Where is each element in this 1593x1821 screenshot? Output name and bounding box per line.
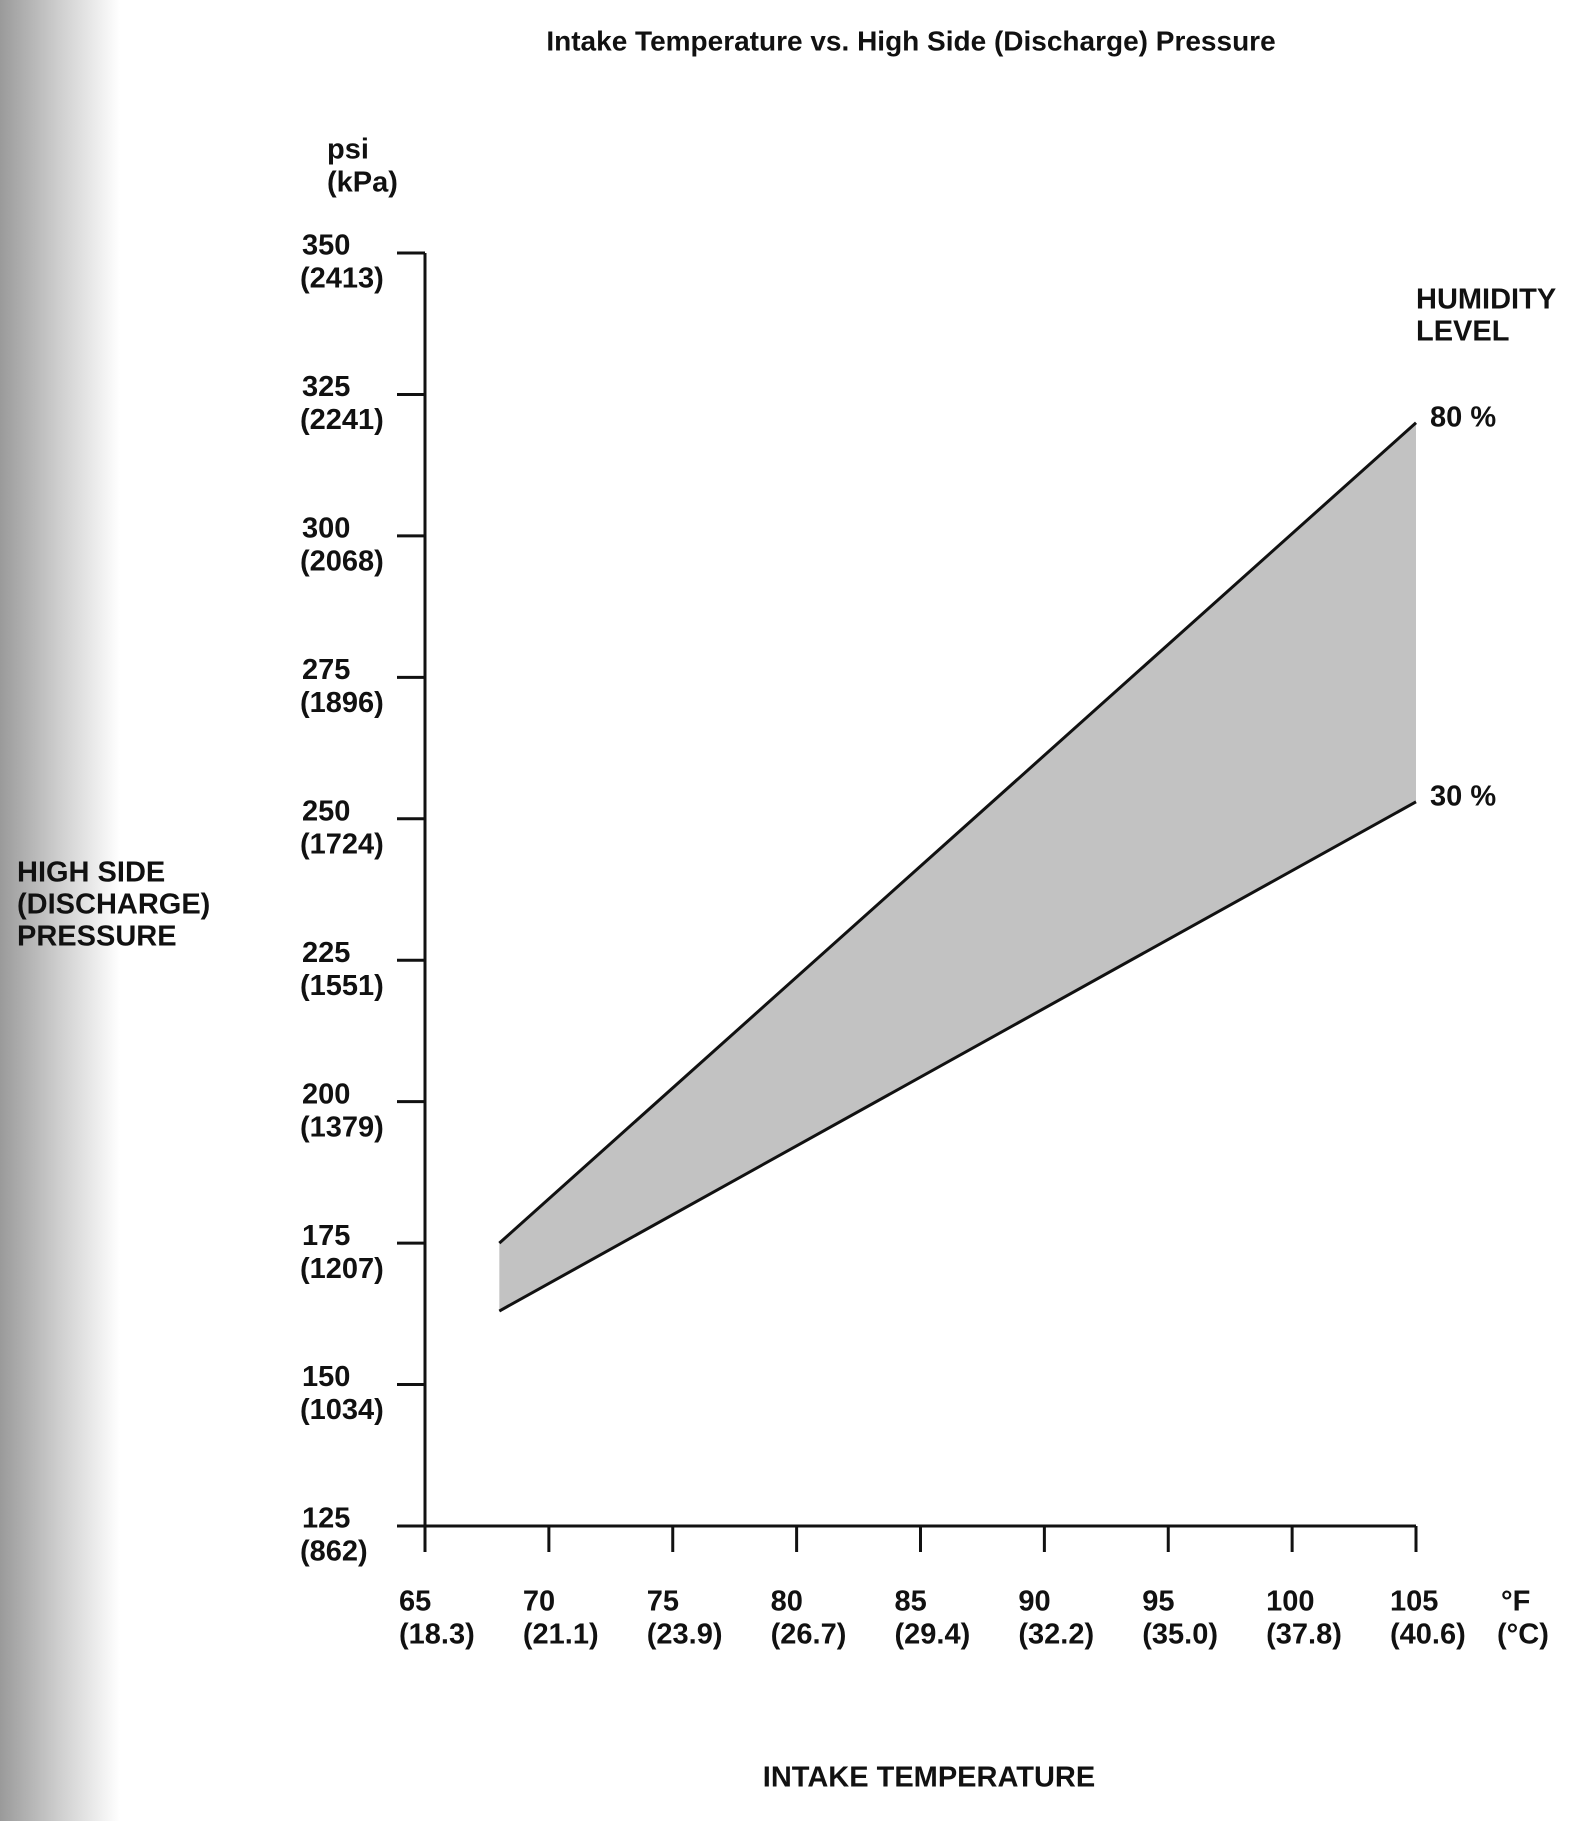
x-tick-label-secondary: (35.0) (1142, 1619, 1218, 1651)
y-tick-label: 300 (302, 513, 350, 545)
x-axis-label: INTAKE TEMPERATURE (763, 1762, 1095, 1794)
x-tick-label: 95 (1142, 1586, 1174, 1618)
x-tick-label: 65 (399, 1586, 431, 1618)
y-tick-label-secondary: (1379) (300, 1111, 384, 1143)
y-tick-label: 350 (302, 230, 350, 262)
y-tick-label-secondary: (1896) (300, 687, 384, 719)
y-tick-label-secondary: (2068) (300, 546, 384, 578)
x-tick-label: 70 (523, 1586, 555, 1618)
humidity-band (499, 422, 1416, 1312)
x-tick-label-secondary: (21.1) (523, 1619, 599, 1651)
series-label: 30 % (1430, 780, 1496, 812)
y-tick-label: 150 (302, 1361, 350, 1393)
x-tick-label-secondary: (26.7) (771, 1619, 847, 1651)
x-tick-label: 100 (1266, 1586, 1314, 1618)
y-tick-label: 200 (302, 1078, 350, 1110)
x-tick-label-secondary: (40.6) (1390, 1619, 1466, 1651)
y-tick-label: 125 (302, 1503, 350, 1535)
scan-edge (0, 0, 120, 1821)
y-tick-label-secondary: (2413) (300, 263, 384, 295)
y-tick-label-secondary: (862) (300, 1536, 368, 1568)
y-tick-label-secondary: (1551) (300, 970, 384, 1002)
x-tick-label-secondary: (29.4) (895, 1619, 971, 1651)
y-unit-secondary: (kPa) (327, 167, 398, 199)
x-tick-label: 80 (771, 1586, 803, 1618)
x-tick-label-secondary: (18.3) (399, 1619, 475, 1651)
x-unit: °F (1501, 1586, 1530, 1618)
y-axis-label: HIGH SIDE (17, 857, 165, 889)
y-tick-label-secondary: (1207) (300, 1253, 384, 1285)
y-tick-label-secondary: (2241) (300, 404, 384, 436)
series-label: 80 % (1430, 401, 1496, 433)
series-line (498, 421, 1418, 1245)
y-unit: psi (327, 134, 369, 166)
y-tick-label-secondary: (1034) (300, 1394, 384, 1426)
y-tick-label: 225 (302, 937, 350, 969)
x-tick-label: 105 (1390, 1586, 1438, 1618)
x-tick-label-secondary: (23.9) (647, 1619, 723, 1651)
x-tick-label-secondary: (32.2) (1018, 1619, 1094, 1651)
y-axis-label: PRESSURE (17, 921, 177, 953)
y-tick-label: 175 (302, 1220, 350, 1252)
chart-title: Intake Temperature vs. High Side (Discha… (546, 25, 1275, 56)
legend-title: HUMIDITY (1416, 284, 1556, 316)
y-tick-label-secondary: (1724) (300, 828, 384, 860)
y-tick-label: 275 (302, 654, 350, 686)
x-tick-label-secondary: (37.8) (1266, 1619, 1342, 1651)
y-tick-label: 250 (302, 795, 350, 827)
y-axis-label: (DISCHARGE) (17, 889, 210, 921)
x-tick-label: 90 (1018, 1586, 1050, 1618)
x-unit-secondary: (°C) (1497, 1619, 1549, 1651)
series-line (498, 800, 1417, 1313)
legend-title: LEVEL (1416, 316, 1509, 348)
y-tick-label: 325 (302, 371, 350, 403)
x-tick-label: 85 (895, 1586, 927, 1618)
x-tick-label: 75 (647, 1586, 679, 1618)
